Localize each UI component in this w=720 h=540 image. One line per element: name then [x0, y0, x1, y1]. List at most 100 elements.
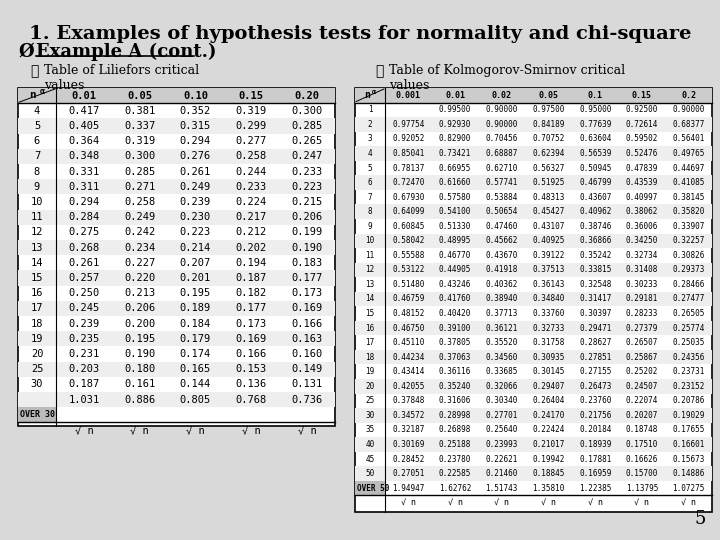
Text: 0.194: 0.194: [235, 258, 267, 268]
Text: 0.184: 0.184: [180, 319, 211, 329]
Text: 0.27851: 0.27851: [579, 353, 611, 362]
Text: 0.202: 0.202: [235, 242, 267, 253]
Text: 0.144: 0.144: [180, 380, 211, 389]
Bar: [355, 437, 712, 452]
Text: 0.161: 0.161: [124, 380, 156, 389]
Text: 0.36116: 0.36116: [439, 367, 472, 376]
Text: 0.30145: 0.30145: [532, 367, 564, 376]
Text: 1.13795: 1.13795: [626, 484, 658, 492]
Text: 0.49765: 0.49765: [672, 149, 705, 158]
Text: 0.31417: 0.31417: [579, 294, 611, 303]
Text: 0.37713: 0.37713: [485, 309, 518, 318]
Text: 0.72614: 0.72614: [626, 120, 658, 129]
Text: 0.30397: 0.30397: [579, 309, 611, 318]
Text: 0.54100: 0.54100: [439, 207, 472, 216]
Text: 0.22621: 0.22621: [485, 455, 518, 463]
Text: 0.33907: 0.33907: [672, 222, 705, 231]
Text: 35: 35: [365, 426, 374, 434]
Text: 0.31408: 0.31408: [626, 265, 658, 274]
Text: 0.16626: 0.16626: [626, 455, 658, 463]
Text: 0.48152: 0.48152: [392, 309, 425, 318]
Text: 0.34840: 0.34840: [532, 294, 564, 303]
Text: 0.265: 0.265: [292, 136, 323, 146]
Text: OVER 50: OVER 50: [357, 484, 390, 492]
Text: 0.70752: 0.70752: [532, 134, 564, 144]
Text: 0.25640: 0.25640: [485, 426, 518, 434]
Text: 0.41918: 0.41918: [485, 265, 518, 274]
Text: 0.15: 0.15: [239, 91, 264, 100]
Text: 0.206: 0.206: [292, 212, 323, 222]
Text: Table of Liliefors critical
values: Table of Liliefors critical values: [44, 64, 199, 92]
Text: ❖: ❖: [375, 64, 383, 78]
Text: 5: 5: [368, 164, 372, 172]
Text: 0.43539: 0.43539: [626, 178, 658, 187]
Text: 0.48995: 0.48995: [439, 237, 472, 245]
Text: 0.62710: 0.62710: [485, 164, 518, 172]
Text: 0.284: 0.284: [68, 212, 99, 222]
Text: 0.258: 0.258: [124, 197, 156, 207]
Text: 1.94947: 1.94947: [392, 484, 425, 492]
Text: 0.173: 0.173: [292, 288, 323, 298]
Text: 0.92930: 0.92930: [439, 120, 472, 129]
Text: 0.285: 0.285: [124, 167, 156, 177]
Text: 0.28452: 0.28452: [392, 455, 425, 463]
Text: 0.50945: 0.50945: [579, 164, 611, 172]
Text: √ n: √ n: [75, 425, 94, 435]
Bar: [355, 467, 712, 481]
Text: 0.315: 0.315: [180, 121, 211, 131]
Text: 0.195: 0.195: [124, 334, 156, 344]
Text: 15: 15: [365, 309, 374, 318]
Text: 6: 6: [34, 136, 40, 146]
Text: 0.64099: 0.64099: [392, 207, 425, 216]
Text: 0.169: 0.169: [235, 334, 267, 344]
Text: n: n: [30, 90, 37, 100]
Text: α: α: [372, 89, 376, 94]
Text: 0.319: 0.319: [235, 106, 267, 116]
Text: 0.14886: 0.14886: [672, 469, 705, 478]
Text: 0.179: 0.179: [180, 334, 211, 344]
Text: 7: 7: [368, 193, 372, 201]
Bar: [355, 321, 712, 335]
Text: 0.95000: 0.95000: [579, 105, 611, 114]
Text: 0.53884: 0.53884: [485, 193, 518, 201]
Text: 0.02: 0.02: [492, 91, 512, 100]
Text: 0.177: 0.177: [235, 303, 267, 313]
Text: 0.32187: 0.32187: [392, 426, 425, 434]
Text: 0.17881: 0.17881: [579, 455, 611, 463]
Text: 0.34572: 0.34572: [392, 411, 425, 420]
Text: 0.56327: 0.56327: [532, 164, 564, 172]
Text: 0.212: 0.212: [235, 227, 267, 238]
Text: 0.20184: 0.20184: [579, 426, 611, 434]
Text: 0.51480: 0.51480: [392, 280, 425, 289]
Text: 0.230: 0.230: [180, 212, 211, 222]
Text: 0.177: 0.177: [292, 273, 323, 283]
Text: 0.29471: 0.29471: [579, 323, 611, 333]
Text: 0.183: 0.183: [292, 258, 323, 268]
Text: 0.43246: 0.43246: [439, 280, 472, 289]
Text: 0.300: 0.300: [124, 151, 156, 161]
Text: 0.29181: 0.29181: [626, 294, 658, 303]
Text: 0.405: 0.405: [68, 121, 99, 131]
Text: 0.66955: 0.66955: [439, 164, 472, 172]
Text: 3: 3: [368, 134, 372, 144]
Text: 0.30826: 0.30826: [672, 251, 705, 260]
Text: 0.285: 0.285: [292, 121, 323, 131]
Text: 0.217: 0.217: [235, 212, 267, 222]
Text: 0.35820: 0.35820: [672, 207, 705, 216]
Text: 0.28627: 0.28627: [579, 338, 611, 347]
Text: 14: 14: [31, 258, 43, 268]
Text: 0.37063: 0.37063: [439, 353, 472, 362]
Text: 0.17655: 0.17655: [672, 426, 705, 434]
Text: 0.01: 0.01: [71, 91, 96, 100]
Text: 0.01: 0.01: [445, 91, 465, 100]
Text: 9: 9: [368, 222, 372, 231]
Text: 0.24170: 0.24170: [532, 411, 564, 420]
Text: 20: 20: [365, 382, 374, 391]
Text: 0.44234: 0.44234: [392, 353, 425, 362]
Text: 0.27155: 0.27155: [579, 367, 611, 376]
Text: 18: 18: [365, 353, 374, 362]
Text: 0.05: 0.05: [539, 91, 559, 100]
Text: 0.190: 0.190: [292, 242, 323, 253]
Text: 0.234: 0.234: [124, 242, 156, 253]
Text: 0.166: 0.166: [235, 349, 267, 359]
